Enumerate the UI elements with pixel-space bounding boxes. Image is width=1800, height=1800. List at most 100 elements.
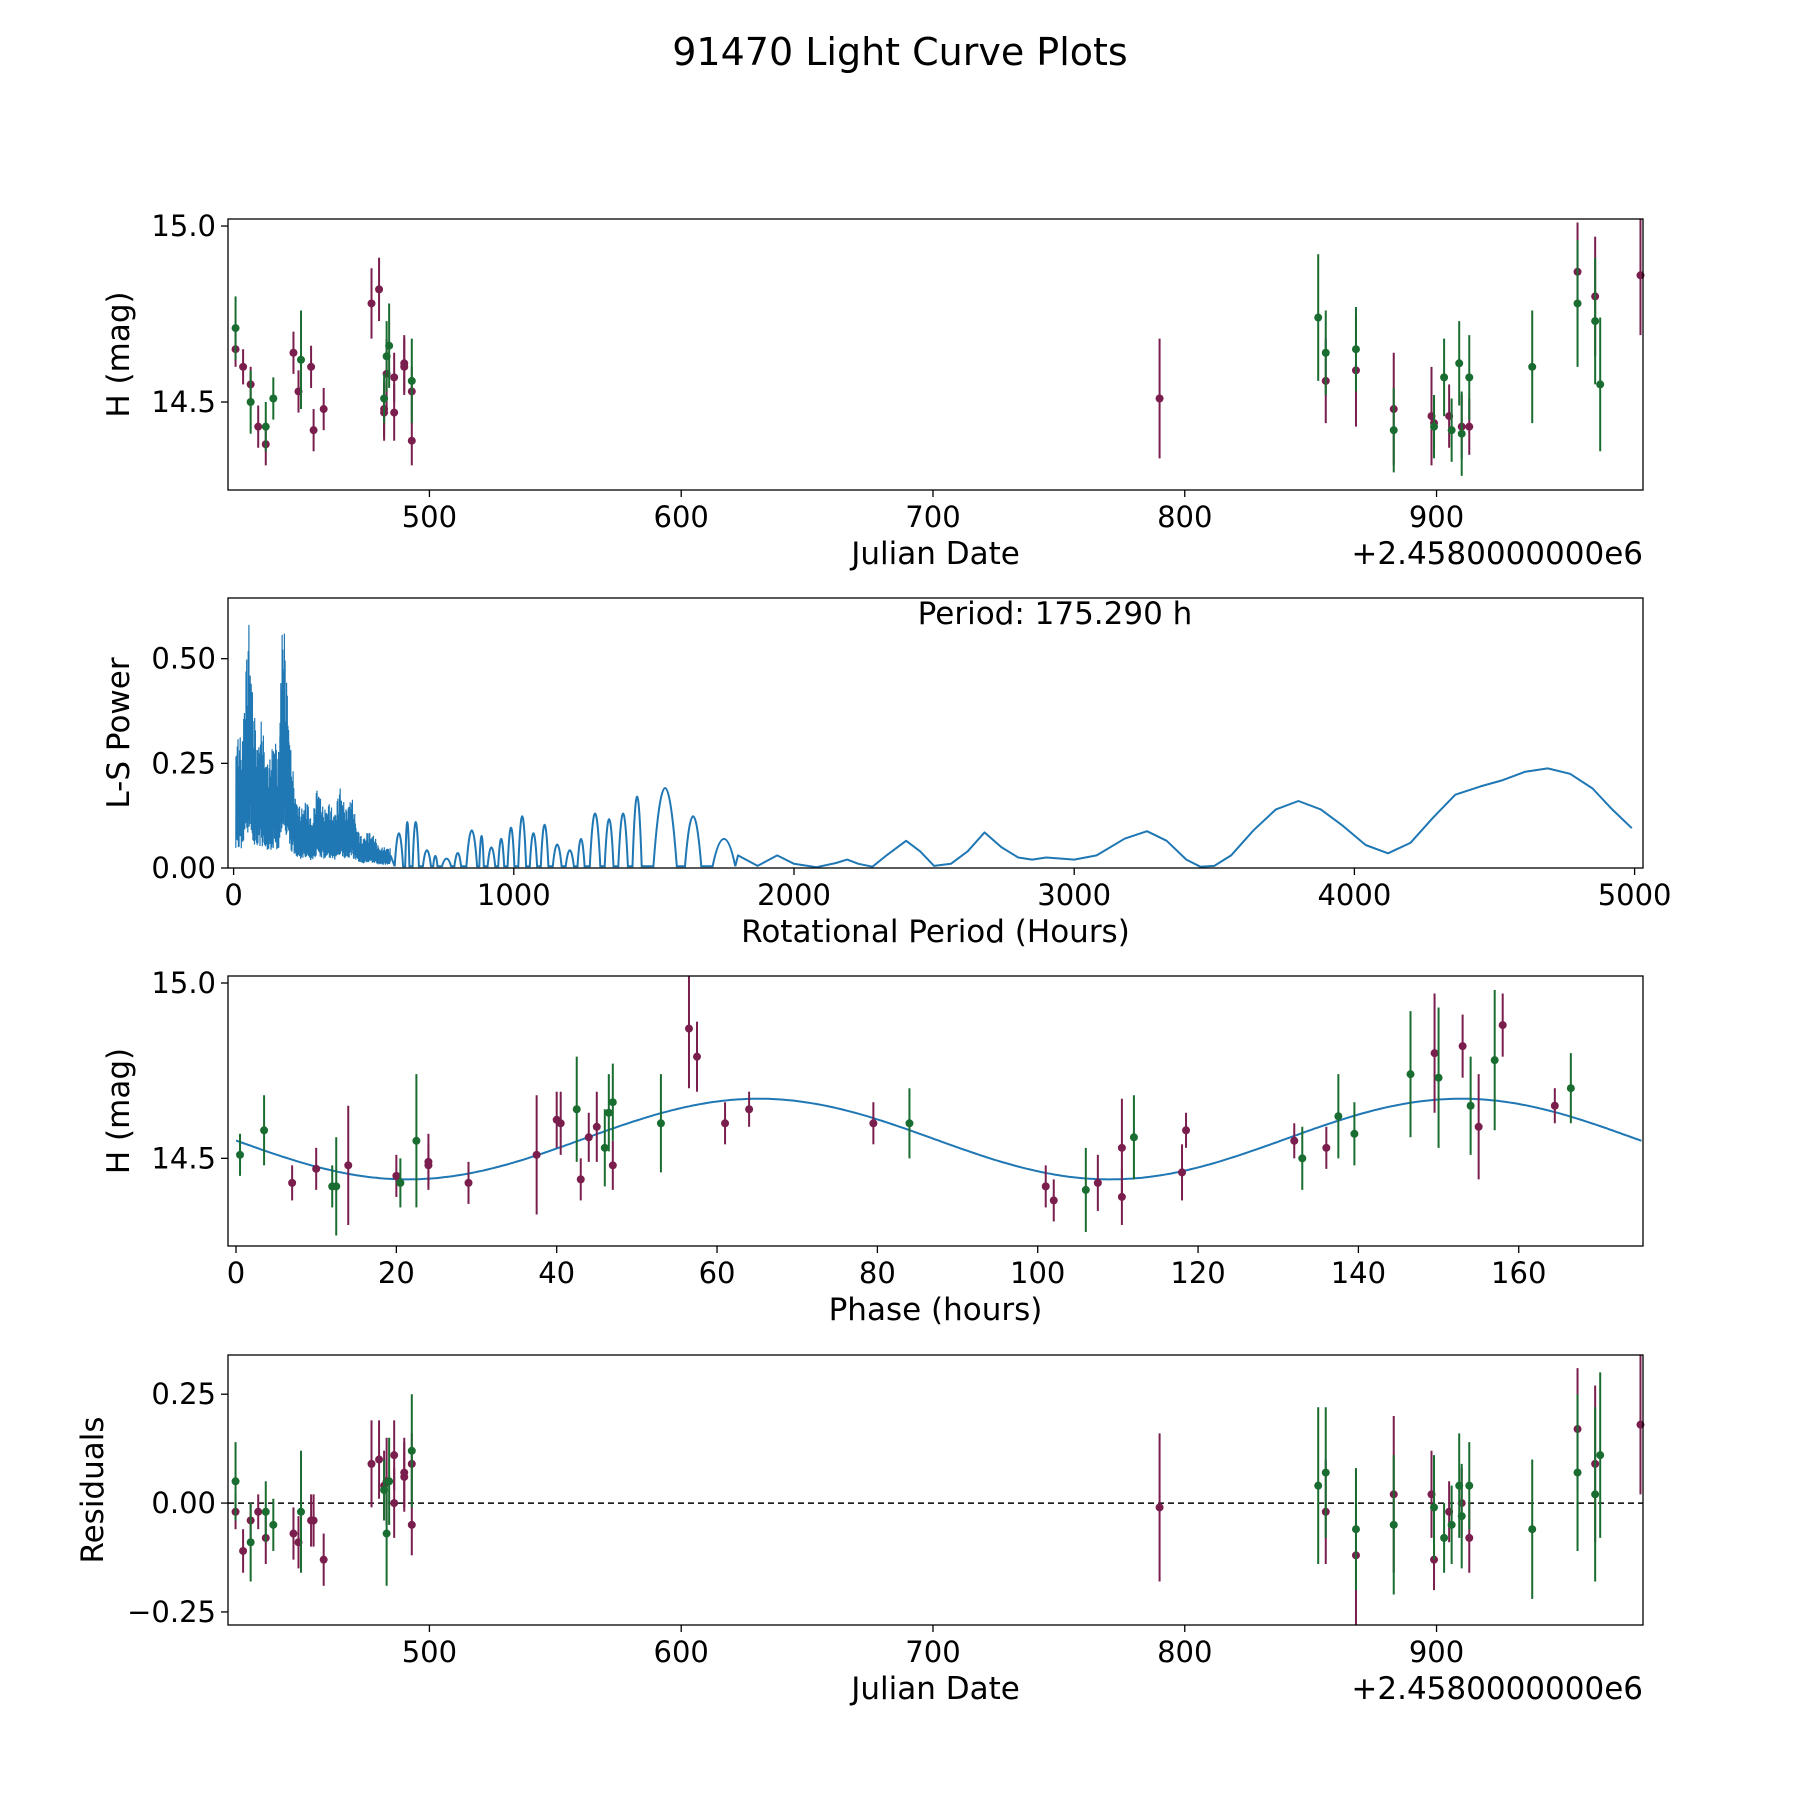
lightcurve-green-point [1457, 429, 1466, 438]
phased-y-axis-label: H (mag) [101, 1048, 137, 1174]
periodogram-oscillations [389, 787, 737, 868]
phased-magenta-point [1322, 1143, 1331, 1152]
phased-x-tick-label: 20 [378, 1256, 415, 1290]
lightcurve-green-point [1321, 348, 1330, 357]
lightcurve-x-tick-label: 900 [1409, 500, 1464, 534]
phased-magenta-point [1117, 1143, 1126, 1152]
lightcurve-y-tick-label: 15.0 [151, 209, 216, 243]
periodogram-x-tick-label: 3000 [1037, 878, 1111, 912]
periodogram-plot-area [235, 624, 1633, 868]
periodogram-x-tick-label: 5000 [1598, 878, 1672, 912]
periodogram-x-tick-label: 0 [224, 878, 242, 912]
lightcurve-green-point [385, 341, 394, 350]
periodogram-dense-band [235, 624, 392, 865]
lightcurve-magenta-point [254, 422, 263, 431]
phased-magenta-point [1182, 1126, 1191, 1135]
lightcurve-green-point [1596, 380, 1605, 389]
residuals-magenta-point [407, 1520, 416, 1529]
residuals-magenta-point [375, 1455, 384, 1464]
lightcurve-green-point [1528, 362, 1537, 371]
phased-green-point [1490, 1056, 1499, 1065]
light-curve-panel: 500 600 700 800 900 15.0 14.5 Julian Date H (mag… [101, 209, 1645, 572]
lightcurve-y-axis-label: H (mag) [101, 291, 137, 417]
lightcurve-magenta-point [1465, 422, 1474, 431]
lightcurve-x-axis-label: Julian Date [849, 536, 1020, 572]
phased-green-point [608, 1098, 617, 1107]
phased-magenta-point [1498, 1021, 1507, 1030]
periodogram-x-axis-label: Rotational Period (Hours) [741, 914, 1130, 950]
lightcurve-magenta-point [289, 348, 298, 357]
residuals-green-point [1457, 1512, 1466, 1521]
lightcurve-green-point [261, 422, 270, 431]
phased-magenta-point [424, 1157, 433, 1166]
residuals-y-tick-label: 0.00 [151, 1486, 216, 1520]
residuals-magenta-point [289, 1529, 298, 1538]
phased-green-point [1350, 1129, 1359, 1138]
lightcurve-green-point [1447, 426, 1456, 435]
phased-green-point [412, 1136, 421, 1145]
residuals-green-point [1465, 1481, 1474, 1490]
periodogram-long-period-curve [734, 767, 1633, 868]
lightcurve-magenta-point [239, 362, 248, 371]
lightcurve-magenta-point [390, 373, 399, 382]
phased-light-curve-panel: 0 20 40 60 80 100 120 140 160 15.0 14.5 Phase (hour… [101, 966, 1644, 1328]
phased-green-point [604, 1108, 613, 1117]
lightcurve-frame [227, 218, 1644, 491]
phased-green-point [1129, 1133, 1138, 1142]
lightcurve-green-point [1591, 317, 1600, 326]
phased-magenta-point [288, 1178, 297, 1187]
residuals-magenta-point [367, 1459, 376, 1468]
periodogram-panel: 0 1000 2000 3000 4000 5000 0.00 0.25 0.50 Rotatio… [101, 596, 1672, 950]
phased-magenta-point [1458, 1042, 1467, 1051]
lightcurve-green-point [380, 394, 389, 403]
lightcurve-green-point [1389, 426, 1398, 435]
residuals-magenta-point [254, 1507, 263, 1516]
lightcurve-x-tick-label: 600 [654, 500, 709, 534]
lightcurve-magenta-point [1155, 394, 1164, 403]
residuals-panel: 500 600 700 800 900 0.25 0.00 −0.25 Julian Date R… [75, 1354, 1645, 1707]
phased-magenta-point [745, 1105, 754, 1114]
phased-magenta-point [392, 1171, 401, 1180]
phased-green-point [260, 1126, 269, 1135]
phased-y-tick-label: 15.0 [151, 966, 216, 1000]
residuals-green-point [1389, 1520, 1398, 1529]
phased-magenta-point [1093, 1178, 1102, 1187]
phased-magenta-point [1430, 1049, 1439, 1058]
lightcurve-green-point [1455, 359, 1464, 368]
phased-magenta-point [1041, 1182, 1050, 1191]
phased-green-point [1466, 1101, 1475, 1110]
residuals-green-point [269, 1520, 278, 1529]
residuals-green-point [297, 1507, 306, 1516]
phased-magenta-point [684, 1024, 693, 1033]
residuals-green-point [246, 1538, 255, 1547]
lightcurve-green-point [231, 324, 240, 333]
residuals-x-tick-label: 900 [1409, 1635, 1464, 1669]
residuals-magenta-point [309, 1516, 318, 1525]
lightcurve-green-point [297, 355, 306, 364]
residuals-x-tick-label: 600 [654, 1635, 709, 1669]
phased-magenta-point [312, 1164, 321, 1173]
phased-magenta-point [1550, 1101, 1559, 1110]
phased-magenta-point [344, 1161, 353, 1170]
lightcurve-offset-label: +2.4580000000e6 [1351, 536, 1643, 572]
periodogram-y-tick-label: 0.25 [151, 746, 216, 780]
periodogram-x-tick-label: 1000 [477, 878, 551, 912]
residuals-magenta-point [1155, 1503, 1164, 1512]
phased-green-point [1566, 1084, 1575, 1093]
lightcurve-magenta-point [375, 285, 384, 294]
lightcurve-y-tick-label: 14.5 [151, 385, 216, 419]
residuals-green-point [1351, 1525, 1360, 1534]
phased-x-tick-label: 140 [1331, 1256, 1386, 1290]
residuals-magenta-point [239, 1546, 248, 1555]
phased-x-axis-label: Phase (hours) [829, 1292, 1043, 1328]
periodogram-y-tick-label: 0.50 [151, 642, 216, 676]
lightcurve-green-point [407, 376, 416, 385]
periodogram-y-axis-label: L-S Power [101, 657, 137, 808]
lightcurve-x-tick-label: 800 [1157, 500, 1212, 534]
periodogram-x-tick-label: 2000 [757, 878, 831, 912]
phased-magenta-point [1178, 1168, 1187, 1177]
phased-magenta-point [869, 1119, 878, 1128]
residuals-green-point [1447, 1520, 1456, 1529]
phased-x-tick-label: 60 [699, 1256, 736, 1290]
